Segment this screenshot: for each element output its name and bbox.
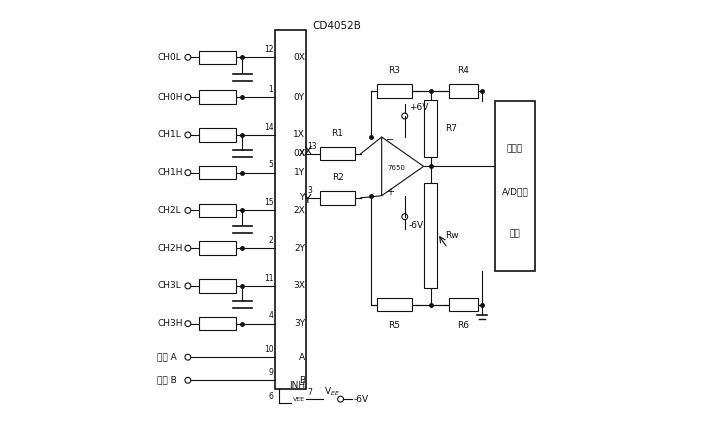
Text: 0Y: 0Y	[294, 93, 305, 102]
Text: 13: 13	[307, 142, 317, 151]
FancyBboxPatch shape	[376, 84, 412, 98]
Text: 9: 9	[269, 368, 274, 377]
Text: 7650: 7650	[387, 165, 405, 171]
Text: 14: 14	[264, 122, 274, 132]
Text: 10: 10	[264, 345, 274, 354]
Text: -6V: -6V	[354, 395, 369, 404]
Text: -6V: -6V	[409, 221, 424, 230]
Text: CH1L: CH1L	[158, 130, 181, 139]
Text: 2X: 2X	[293, 206, 305, 215]
Text: 6: 6	[269, 392, 274, 401]
Text: X: X	[299, 149, 305, 158]
Text: +6V: +6V	[409, 103, 429, 112]
Text: R5: R5	[389, 321, 400, 330]
Text: X: X	[304, 145, 312, 158]
Text: B: B	[299, 376, 305, 385]
Text: R2: R2	[332, 173, 344, 182]
Text: CH2L: CH2L	[158, 206, 181, 215]
Text: CH0L: CH0L	[158, 53, 181, 62]
Text: 11: 11	[264, 274, 274, 283]
Text: Rw: Rw	[445, 231, 458, 240]
FancyBboxPatch shape	[320, 147, 355, 161]
Text: R4: R4	[458, 66, 469, 75]
Text: VEE: VEE	[293, 397, 305, 402]
Text: CH3H: CH3H	[158, 319, 183, 328]
Text: CH0H: CH0H	[158, 93, 183, 102]
Text: 0X: 0X	[293, 149, 305, 158]
Text: A: A	[299, 353, 305, 362]
FancyBboxPatch shape	[424, 183, 438, 288]
Text: 采样及: 采样及	[507, 144, 523, 153]
Text: CH1H: CH1H	[158, 168, 183, 177]
Text: +: +	[386, 187, 394, 196]
Text: 电路: 电路	[510, 230, 520, 238]
FancyBboxPatch shape	[199, 204, 237, 217]
FancyBboxPatch shape	[495, 101, 535, 271]
Text: R6: R6	[458, 321, 469, 330]
FancyBboxPatch shape	[424, 100, 438, 157]
Text: 12: 12	[264, 45, 274, 54]
FancyBboxPatch shape	[320, 191, 355, 204]
Text: Y: Y	[299, 193, 305, 202]
Text: R3: R3	[389, 66, 400, 75]
Text: R1: R1	[332, 129, 344, 138]
FancyBboxPatch shape	[199, 279, 237, 293]
FancyBboxPatch shape	[376, 298, 412, 312]
Text: 7: 7	[307, 388, 312, 397]
FancyBboxPatch shape	[449, 298, 478, 312]
Text: CH2H: CH2H	[158, 244, 183, 252]
Text: 4: 4	[269, 311, 274, 320]
Text: 1Y: 1Y	[294, 168, 305, 177]
Text: 3: 3	[307, 186, 312, 195]
Text: 2Y: 2Y	[294, 244, 305, 252]
Text: −: −	[386, 135, 394, 145]
FancyBboxPatch shape	[199, 166, 237, 179]
FancyBboxPatch shape	[199, 91, 237, 104]
Text: Y: Y	[304, 193, 312, 207]
Text: V$_{EE}$: V$_{EE}$	[324, 385, 340, 398]
Text: 2: 2	[269, 236, 274, 245]
Text: 5: 5	[269, 160, 274, 169]
FancyBboxPatch shape	[199, 128, 237, 142]
Text: CD4052B: CD4052B	[312, 21, 361, 31]
FancyBboxPatch shape	[275, 30, 306, 389]
Text: 3X: 3X	[293, 281, 305, 290]
Text: 输入 B: 输入 B	[158, 376, 177, 385]
Text: 0X: 0X	[293, 53, 305, 62]
Text: R7: R7	[445, 124, 457, 133]
Text: 1: 1	[269, 85, 274, 94]
Text: 1X: 1X	[293, 130, 305, 139]
FancyBboxPatch shape	[199, 241, 237, 255]
FancyBboxPatch shape	[199, 51, 237, 64]
FancyBboxPatch shape	[449, 84, 478, 98]
Text: 3Y: 3Y	[294, 319, 305, 328]
Text: 选择 A: 选择 A	[158, 353, 177, 362]
Text: INH: INH	[289, 381, 305, 390]
Text: A/D转换: A/D转换	[501, 187, 528, 196]
Text: CH3L: CH3L	[158, 281, 181, 290]
FancyBboxPatch shape	[199, 317, 237, 330]
Text: 15: 15	[264, 198, 274, 207]
